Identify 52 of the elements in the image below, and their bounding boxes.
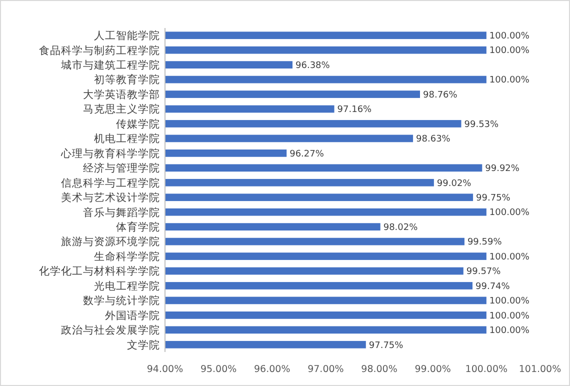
y-tick-label: 旅游与资源环境学院 [61, 235, 160, 248]
y-tick-label: 美术与艺术设计学院 [61, 191, 160, 204]
y-tick-label: 生命科学学院 [94, 250, 160, 263]
y-tick-label: 音乐与舞蹈学院 [83, 206, 160, 219]
x-tick-label: 100.00% [465, 364, 508, 375]
data-label: 98.63% [416, 134, 451, 145]
data-label: 99.02% [436, 178, 472, 189]
data-label: 100.00% [489, 311, 530, 322]
y-tick-label: 化学化工与材料科学学院 [39, 264, 160, 278]
y-tick-label: 体育学院 [116, 220, 160, 234]
x-tick-label: 99.00% [414, 364, 451, 375]
y-tick-label: 大学英语教学部 [83, 88, 160, 101]
data-label: 99.74% [476, 282, 510, 292]
data-label: 98.02% [383, 222, 418, 233]
data-label: 97.75% [368, 340, 404, 351]
x-tick-label: 98.00% [361, 364, 398, 375]
y-tick-label: 信息科学与工程学院 [61, 176, 160, 190]
data-label: 99.75% [476, 194, 511, 204]
data-label: 100.00% [489, 208, 530, 218]
y-tick-label: 机电工程学院 [94, 132, 160, 146]
data-label: 99.59% [467, 238, 502, 248]
data-label: 99.92% [485, 164, 520, 174]
x-tick-label: 97.00% [308, 364, 344, 375]
y-tick-label: 初等教育学院 [94, 73, 160, 86]
x-tick-label: 95.00% [200, 364, 237, 375]
y-tick-label: 食品科学与制药工程学院 [39, 44, 160, 57]
y-tick-label: 城市与建筑工程学院 [60, 58, 160, 72]
data-label: 96.27% [290, 149, 324, 160]
y-tick-label: 外国语学院 [105, 308, 160, 322]
y-tick-label: 传媒学院 [116, 117, 160, 130]
y-tick-label: 心理与教育科学学院 [60, 146, 160, 160]
data-label: 100.00% [489, 252, 530, 262]
data-label: 100.00% [489, 296, 530, 307]
data-label: 99.57% [466, 267, 502, 278]
y-tick-label: 文学院 [127, 338, 160, 352]
data-label: 96.38% [296, 60, 330, 71]
y-tick-label: 数学与统计学院 [83, 294, 160, 308]
x-tick-label: 96.00% [254, 364, 290, 375]
data-label: 98.76% [423, 90, 458, 100]
y-tick-label: 光电工程学院 [94, 279, 160, 292]
data-label: 97.16% [337, 105, 372, 116]
data-label: 100.00% [489, 32, 530, 42]
data-label: 100.00% [489, 76, 530, 86]
y-tick-label: 马克思主义学院 [83, 102, 160, 116]
data-label: 100.00% [489, 326, 530, 336]
y-tick-label: 政治与社会发展学院 [61, 324, 160, 337]
y-tick-label: 经济与管理学院 [83, 162, 160, 175]
y-tick-label: 人工智能学院 [94, 29, 160, 42]
x-tick-label: 94.00% [146, 364, 184, 375]
x-tick-label: 101.00% [518, 364, 562, 375]
data-label: 100.00% [489, 46, 530, 56]
data-label: 99.53% [464, 120, 500, 130]
